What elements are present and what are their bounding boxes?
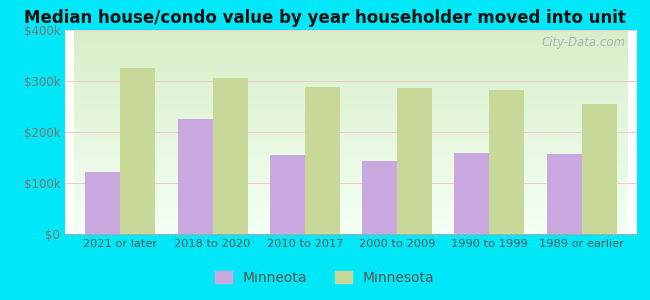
Bar (85, 172, 120, 234)
Bar (120, 68, 155, 234)
Bar (177, 119, 213, 234)
Bar (454, 153, 489, 234)
Legend: Minneota, Minnesota: Minneota, Minnesota (210, 265, 440, 290)
Bar (582, 104, 617, 234)
Bar (213, 78, 248, 234)
Bar (397, 88, 432, 234)
Text: Median house/condo value by year householder moved into unit: Median house/condo value by year househo… (24, 9, 626, 27)
Bar (547, 154, 582, 234)
Bar (305, 87, 340, 234)
Text: City-Data.com: City-Data.com (541, 36, 625, 49)
Bar (489, 90, 525, 234)
Bar (362, 161, 397, 234)
Bar (270, 155, 305, 234)
